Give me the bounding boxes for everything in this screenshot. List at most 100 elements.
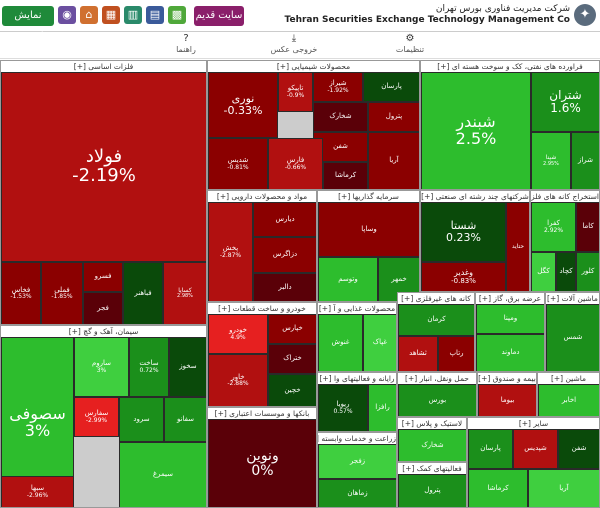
stock-tile-petrol[interactable]: پترول xyxy=(368,102,419,132)
sector-agri[interactable]: زراعت و خدمات وابسته [+] زفجر زماهان xyxy=(317,432,397,508)
sector-misc[interactable]: سایر [+] پارسان شپدیس شفن کرماشا آریا xyxy=(467,417,600,508)
stock-tile-khavar[interactable]: خاور -2.88% xyxy=(208,354,268,406)
sector-finance[interactable]: فعالیتهای کمک [+] پترول xyxy=(397,462,467,508)
sector-header[interactable]: ماشین آلات [+] xyxy=(546,293,599,304)
stock-tile-dipars[interactable]: دیارس xyxy=(253,202,316,237)
stock-tile-sfars[interactable]: سفارس -2.99% xyxy=(74,397,119,437)
stock-tile-damavand[interactable]: دماوند xyxy=(476,334,544,371)
stock-tile-shekharak[interactable]: شخارک xyxy=(398,429,466,461)
stock-tile-parsan[interactable]: پارسان xyxy=(363,72,419,102)
sector-chemicals[interactable]: محصولات شیمیایی [+] نوری -0.33% تاپیکو -0.9%… xyxy=(207,60,420,190)
stock-tile-raghab[interactable]: رافزا xyxy=(368,384,396,431)
sector-header[interactable]: استخراج کانه های فلزی [+] xyxy=(531,191,599,202)
sector-food[interactable]: محصولات غذایی و آ [+] غنوش غپاک xyxy=(317,302,397,372)
sector-header[interactable]: عرضه برق، گاز [+] xyxy=(476,293,544,304)
stock-tile-sabha[interactable]: سبها -2.96% xyxy=(1,476,74,507)
stock-tile-kermasha[interactable]: کرماشا xyxy=(468,469,528,507)
sector-header[interactable]: حمل ونقل، انبار [+] xyxy=(398,373,476,384)
settings-button[interactable]: ⚙ تنظیمات xyxy=(380,33,440,54)
sector-multi[interactable]: شرکتهای چند رشته ای صنعتی [+] شستا 0.23% وغ… xyxy=(420,190,530,292)
stock-tile-foolad[interactable]: فولاد -2.19% xyxy=(1,72,206,262)
stock-tile-parsan[interactable]: پارسان xyxy=(468,429,513,469)
sector-header[interactable]: فلزات اساسی [+] xyxy=(1,61,206,72)
stock-tile-shepdis[interactable]: شپدیس xyxy=(513,429,558,469)
stock-tile-sarum[interactable]: ساروم 3% xyxy=(74,337,129,397)
stock-tile-khchin[interactable]: خچین xyxy=(268,374,316,406)
sector-header[interactable]: فعالیتهای کمک [+] xyxy=(398,463,466,474)
stock-tile-fakhooz[interactable]: فخاس -1.53% xyxy=(1,262,41,324)
stock-tile-noori[interactable]: نوری -0.33% xyxy=(208,72,278,138)
chart-icon[interactable]: ▥ xyxy=(124,6,142,24)
stock-tile-fsoroos[interactable]: فسرو xyxy=(83,262,123,292)
stock-tile-vanovin[interactable]: ونوین 0% xyxy=(208,419,316,507)
stock-tile-vsapa[interactable]: وساپا xyxy=(318,202,419,257)
sector-header[interactable]: کانه های غیرفلزی [+] xyxy=(398,293,474,304)
stock-tile-petrol[interactable]: پترول xyxy=(398,474,466,507)
stock-tile-shiraz[interactable]: شیراز -1.92% xyxy=(313,72,363,102)
stock-tile-sanarat[interactable]: اخابر xyxy=(538,384,599,416)
stock-tile-shetran[interactable]: شتران 1.6% xyxy=(531,72,599,132)
stock-tile-arya[interactable]: آریا xyxy=(368,132,419,189)
stock-tile-kheraj[interactable]: ختراک xyxy=(268,344,316,374)
stock-tile-sfano[interactable]: سفانو xyxy=(164,397,206,442)
sector-header[interactable]: سایر [+] xyxy=(468,418,599,429)
stock-tile-fjer[interactable]: فجر xyxy=(83,292,123,324)
stock-tile-srood[interactable]: سرود xyxy=(119,397,164,442)
sector-header[interactable]: فراورده های نفتی، کک و سوخت هسته ای [+] xyxy=(421,61,599,72)
sector-header[interactable]: رایانه و فعالیتهای وا [+] xyxy=(318,373,396,384)
sector-textile[interactable]: ماشین [+] اخابر xyxy=(537,372,600,417)
stock-tile-khepars[interactable]: خپارس xyxy=(268,314,316,344)
stock-tile-shiraz2[interactable]: شپنا 2.95% xyxy=(531,132,571,189)
sector-header[interactable]: بیمه و صندوق [+] xyxy=(478,373,536,384)
stock-tile-shedis[interactable]: شدیس -0.81% xyxy=(208,138,268,189)
sector-ceramics[interactable]: کانه های غیرفلزی [+] کرمان ثشاهد رتاپ xyxy=(397,292,475,372)
stock-tile-dalgars[interactable]: دالبر xyxy=(253,273,316,301)
stock-tile-kgol[interactable]: کگل xyxy=(531,252,556,291)
stock-tile-fars[interactable]: فارس -0.66% xyxy=(268,138,323,189)
stock-tile-boyoma[interactable]: بیوما xyxy=(478,384,536,416)
stock-tile-kermasha[interactable]: کرماشا xyxy=(323,162,368,189)
stock-tile-sakht[interactable]: ساخت 0.72% xyxy=(129,337,169,397)
sector-header[interactable]: مواد و محصولات دارویی [+] xyxy=(208,191,316,202)
sector-header[interactable]: بانکها و موسسات اعتباری [+] xyxy=(208,408,316,419)
stock-tile-kerman[interactable]: کرمان xyxy=(398,304,474,336)
sector-cement[interactable]: سیمان، آهک و گچ [+] سصوفی 3% ساروم 3% ساخت 0.7… xyxy=(0,325,207,508)
sector-header[interactable]: خودرو و ساخت قطعات [+] xyxy=(208,303,316,314)
sector-header[interactable]: ماشین [+] xyxy=(538,373,599,384)
sector-mining[interactable]: استخراج کانه های فلزی [+]کفرا2.92%کگلکچا… xyxy=(530,190,600,292)
sector-investment[interactable]: سرمایه گذاریها [+] وساپا وتوسم خمهر xyxy=(317,190,420,302)
stock-tile-vghadir[interactable]: وغدیر -0.83% xyxy=(421,262,506,291)
stock-tile-fmeli[interactable]: فملی -1.85% xyxy=(41,262,83,324)
stock-tile-pakhsh[interactable]: پخش -2.87% xyxy=(208,202,253,301)
stock-tile-ghapak[interactable]: غپاک xyxy=(363,314,396,371)
stock-tile-mapna[interactable]: کساپا 2.98% xyxy=(163,262,206,324)
stock-tile-vgstar[interactable]: وتوسم xyxy=(318,257,378,301)
home-icon[interactable]: ⌂ xyxy=(80,6,98,24)
globe-icon[interactable]: ◉ xyxy=(58,6,76,24)
sector-header[interactable]: شرکتهای چند رشته ای صنعتی [+] xyxy=(421,191,529,202)
stock-tile-shams[interactable]: شمس xyxy=(546,304,599,371)
sector-machinery[interactable]: ماشین آلات [+] شمس xyxy=(545,292,600,372)
stock-tile-arya[interactable]: آریا xyxy=(528,469,599,507)
sector-header[interactable]: زراعت و خدمات وابسته [+] xyxy=(318,433,396,444)
stock-tile-zmagas[interactable]: زماهان xyxy=(318,479,396,507)
stock-tile-ravir[interactable]: ریویا 0.57% xyxy=(318,384,368,431)
sector-telecom[interactable]: رایانه و فعالیتهای وا [+] ریویا 0.57% رافزا xyxy=(317,372,397,432)
table-icon[interactable]: ▦ xyxy=(102,6,120,24)
stock-tile-simorgh[interactable]: سیمرغ xyxy=(119,442,206,507)
treemap-icon[interactable]: ▩ xyxy=(168,6,186,24)
stock-tile-skhooz[interactable]: سخوز xyxy=(169,337,206,397)
stock-tile-sharaz[interactable]: شراز xyxy=(571,132,599,189)
sector-transport[interactable]: حمل ونقل، انبار [+] بورس xyxy=(397,372,477,417)
stock-tile-shasta[interactable]: شستا 0.23% xyxy=(421,202,506,262)
help-button[interactable]: ? راهنما xyxy=(156,33,216,54)
sector-oil[interactable]: فراورده های نفتی، کک و سوخت هسته ای [+] ش… xyxy=(420,60,600,190)
sector-insurance[interactable]: بیمه و صندوق [+] بیوما xyxy=(477,372,537,417)
show-list-button[interactable]: نمایش فهرست xyxy=(2,6,54,41)
stock-tile-rtapikoo[interactable]: رتاپ xyxy=(438,336,474,371)
old-site-button[interactable]: سایت قدیم xyxy=(194,6,244,26)
sector-header[interactable]: سرمایه گذاریها [+] xyxy=(318,191,419,202)
sector-rubber[interactable]: لاستیک و پلاس [+] شخارک xyxy=(397,417,467,462)
stock-tile-sebura[interactable]: بورس xyxy=(398,384,476,416)
stock-tile-kalor[interactable]: کلور xyxy=(576,252,599,291)
